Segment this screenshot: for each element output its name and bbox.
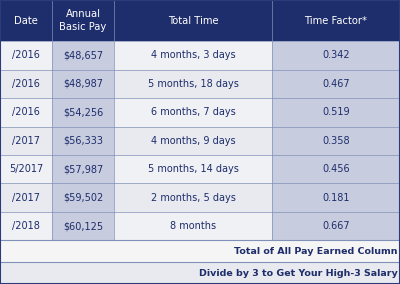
Text: /2017: /2017 (12, 193, 40, 202)
Bar (272, 126, 400, 155)
Bar (272, 70, 400, 98)
Bar (114, 41, 272, 70)
Text: 0.467: 0.467 (322, 79, 350, 89)
Text: 4 months, 3 days: 4 months, 3 days (151, 50, 235, 60)
Bar (0, 183, 52, 212)
Bar (52, 212, 114, 240)
Bar (114, 126, 272, 155)
Text: 4 months, 9 days: 4 months, 9 days (151, 136, 235, 146)
Bar (114, 98, 272, 126)
Bar (0, 240, 400, 262)
Text: $48,987: $48,987 (63, 79, 103, 89)
Bar (52, 0, 114, 41)
Text: 0.456: 0.456 (322, 164, 350, 174)
Bar (52, 98, 114, 126)
Text: $54,256: $54,256 (63, 107, 103, 117)
Text: /2016: /2016 (12, 50, 40, 60)
Text: /2016: /2016 (12, 107, 40, 117)
Text: Divide by 3 to Get Your High-3 Salary: Divide by 3 to Get Your High-3 Salary (199, 269, 398, 277)
Bar (52, 126, 114, 155)
Text: 6 months, 7 days: 6 months, 7 days (151, 107, 235, 117)
Bar (114, 183, 272, 212)
Bar (52, 70, 114, 98)
Text: 2 months, 5 days: 2 months, 5 days (150, 193, 236, 202)
Bar (114, 0, 272, 41)
Bar (0, 98, 52, 126)
Text: 0.181: 0.181 (322, 193, 350, 202)
Bar (0, 0, 52, 41)
Text: 0.667: 0.667 (322, 221, 350, 231)
Bar (0, 70, 52, 98)
Bar (0, 41, 52, 70)
Text: $48,657: $48,657 (63, 50, 103, 60)
Bar (52, 41, 114, 70)
Bar (114, 155, 272, 183)
Bar (272, 212, 400, 240)
Bar (0, 262, 400, 284)
Text: 8 months: 8 months (170, 221, 216, 231)
Bar (114, 212, 272, 240)
Bar (272, 155, 400, 183)
Text: /2018: /2018 (12, 221, 40, 231)
Text: $57,987: $57,987 (63, 164, 103, 174)
Text: 5/2017: 5/2017 (9, 164, 43, 174)
Bar (0, 126, 52, 155)
Bar (272, 183, 400, 212)
Text: 5 months, 18 days: 5 months, 18 days (148, 79, 238, 89)
Bar (114, 70, 272, 98)
Bar (272, 0, 400, 41)
Text: /2016: /2016 (12, 79, 40, 89)
Text: 5 months, 14 days: 5 months, 14 days (148, 164, 238, 174)
Bar (272, 41, 400, 70)
Text: Date: Date (14, 16, 38, 26)
Bar (272, 98, 400, 126)
Bar (0, 212, 52, 240)
Bar (52, 155, 114, 183)
Text: 0.358: 0.358 (322, 136, 350, 146)
Text: Time Factor*: Time Factor* (304, 16, 368, 26)
Text: $60,125: $60,125 (63, 221, 103, 231)
Text: 0.342: 0.342 (322, 50, 350, 60)
Text: Annual
Basic Pay: Annual Basic Pay (59, 9, 107, 32)
Text: $59,502: $59,502 (63, 193, 103, 202)
Bar (0, 155, 52, 183)
Text: $56,333: $56,333 (63, 136, 103, 146)
Text: Total Time: Total Time (168, 16, 218, 26)
Bar (52, 183, 114, 212)
Text: Total of All Pay Earned Column: Total of All Pay Earned Column (234, 247, 398, 256)
Text: 0.519: 0.519 (322, 107, 350, 117)
Text: /2017: /2017 (12, 136, 40, 146)
